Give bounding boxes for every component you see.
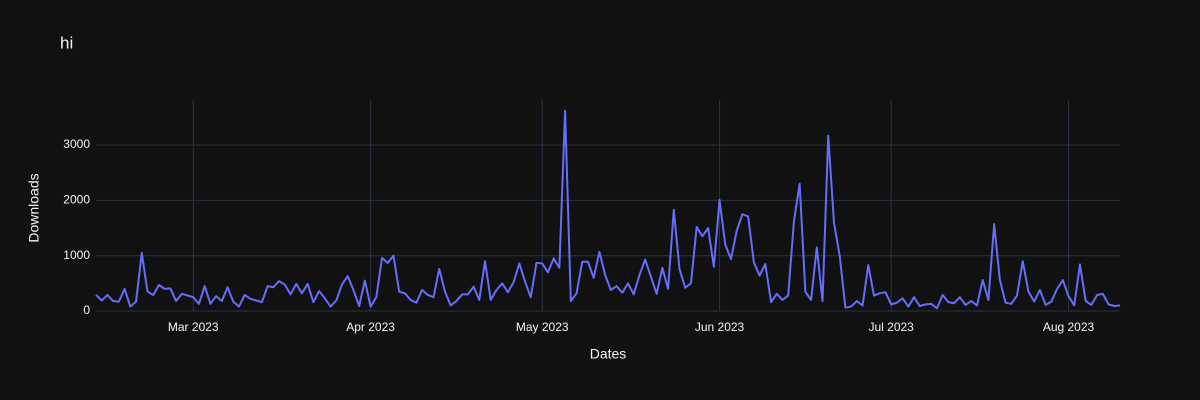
x-tick-label: Apr 2023 [346, 320, 395, 334]
y-tick-label: 1000 [63, 248, 90, 262]
chart-title: hi [60, 33, 73, 52]
x-axis-title: Dates [590, 346, 627, 362]
data-line [95, 109, 1121, 310]
x-tick-label: Jul 2023 [868, 320, 914, 334]
x-tick-label: Aug 2023 [1043, 320, 1095, 334]
x-tick-label: Mar 2023 [168, 320, 219, 334]
x-tick-label: Jun 2023 [695, 320, 745, 334]
y-tick-label: 0 [83, 303, 90, 317]
y-tick-label: 3000 [63, 137, 90, 151]
y-tick-label: 2000 [63, 193, 90, 207]
x-tick-label: May 2023 [516, 320, 569, 334]
y-axis-title: Downloads [26, 173, 42, 242]
